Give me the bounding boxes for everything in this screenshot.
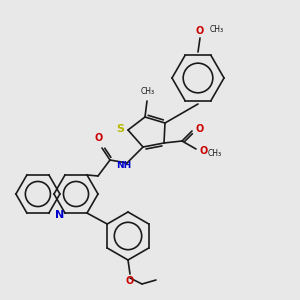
Text: CH₃: CH₃ (141, 87, 155, 96)
Text: NH: NH (116, 161, 132, 170)
Text: N: N (56, 210, 64, 220)
Text: CH₃: CH₃ (210, 26, 224, 34)
Text: CH₃: CH₃ (208, 148, 222, 158)
Text: O: O (126, 276, 134, 286)
Text: O: O (199, 146, 207, 156)
Text: O: O (196, 26, 204, 36)
Text: S: S (116, 124, 124, 134)
Text: O: O (95, 133, 103, 143)
Text: O: O (196, 124, 204, 134)
